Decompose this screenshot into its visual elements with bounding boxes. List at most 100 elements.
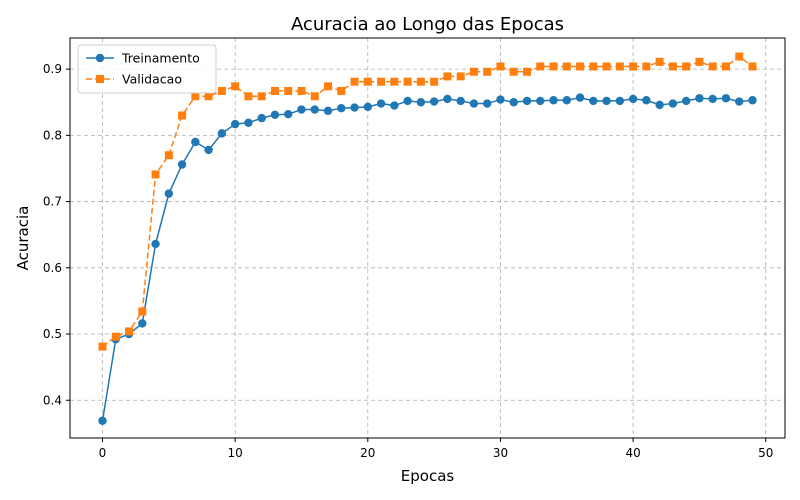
data-point: [270, 110, 280, 120]
data-point: [244, 118, 253, 127]
data-point: [138, 319, 147, 328]
data-point: [469, 67, 478, 76]
data-point: [589, 96, 598, 106]
y-tick-label: 0.7: [43, 195, 62, 209]
x-tick-label: 30: [493, 446, 508, 460]
series-validacao: [98, 52, 757, 351]
data-point: [390, 101, 399, 110]
data-point: [377, 77, 386, 86]
data-point: [337, 103, 346, 113]
data-point: [217, 129, 227, 138]
data-point: [536, 62, 545, 71]
data-point: [270, 86, 279, 95]
data-point: [509, 67, 518, 76]
data-point: [111, 332, 120, 341]
data-point: [748, 62, 757, 71]
data-point: [681, 96, 691, 106]
data-point: [244, 92, 253, 101]
data-point: [735, 97, 744, 106]
y-axis-ticks: 0.4 0.5 0.6 0.7 0.8 0.9: [43, 62, 70, 407]
data-point: [350, 77, 359, 86]
data-point: [231, 82, 240, 91]
data-point: [443, 94, 452, 104]
data-point: [748, 96, 757, 105]
plot-frame: [69, 37, 786, 439]
data-point: [125, 327, 134, 336]
data-point: [469, 99, 479, 108]
x-tick-label: 10: [228, 446, 243, 460]
data-point: [735, 52, 744, 61]
data-point: [164, 189, 174, 198]
x-axis-ticks: 0 10 20 30 40 50: [99, 438, 773, 460]
data-point: [615, 96, 625, 106]
data-point: [655, 100, 664, 110]
data-point: [310, 105, 319, 114]
data-point: [297, 86, 306, 95]
data-point: [376, 99, 386, 108]
series-layer: [98, 52, 757, 425]
legend-label: Treinamento: [121, 51, 200, 66]
data-point: [350, 103, 359, 112]
data-point: [363, 102, 373, 112]
y-axis-label: Acuracia: [14, 206, 32, 271]
legend-item: Treinamento: [86, 51, 200, 66]
data-point: [204, 145, 213, 155]
data-point: [576, 62, 585, 71]
data-point: [323, 106, 333, 116]
data-point: [390, 77, 399, 86]
data-point: [615, 62, 624, 71]
data-point: [138, 307, 147, 316]
data-point: [562, 62, 571, 71]
data-point: [549, 62, 558, 71]
data-point: [403, 96, 412, 106]
y-tick-label: 0.6: [43, 261, 62, 275]
data-point: [310, 92, 319, 101]
data-point: [230, 119, 240, 129]
data-point: [151, 239, 160, 249]
y-tick-label: 0.8: [43, 128, 62, 142]
data-point: [178, 111, 187, 120]
data-point: [98, 416, 107, 425]
data-point: [602, 96, 611, 106]
data-point: [708, 62, 717, 71]
data-point: [629, 62, 638, 71]
legend-box: [77, 44, 217, 94]
data-point: [363, 77, 372, 86]
data-point: [284, 86, 293, 95]
data-point: [695, 94, 704, 103]
data-point: [151, 170, 160, 179]
data-point: [403, 77, 412, 86]
data-point: [217, 86, 226, 95]
data-point: [429, 97, 439, 106]
data-point: [284, 109, 293, 119]
data-point: [509, 98, 518, 107]
y-tick-label: 0.5: [43, 327, 62, 341]
data-point: [602, 62, 611, 71]
data-point: [482, 99, 492, 108]
data-point: [522, 67, 531, 76]
data-point: [668, 99, 678, 108]
data-point: [191, 92, 200, 101]
data-point: [682, 62, 691, 71]
data-point: [562, 96, 571, 105]
data-point: [204, 92, 213, 101]
data-point: [191, 137, 200, 147]
data-point: [416, 98, 426, 107]
data-point: [257, 92, 266, 101]
series-treinamento: [98, 93, 757, 425]
x-tick-label: 50: [758, 446, 773, 460]
x-tick-label: 40: [625, 446, 640, 460]
data-point: [456, 72, 465, 81]
data-point: [164, 151, 173, 160]
data-point: [536, 96, 545, 106]
data-point: [668, 62, 677, 71]
chart-title: Acuracia ao Longo das Epocas: [291, 14, 564, 35]
x-tick-label: 0: [99, 446, 107, 460]
data-point: [496, 62, 505, 71]
x-tick-label: 20: [360, 446, 375, 460]
data-point: [257, 113, 266, 123]
data-point: [98, 342, 107, 351]
y-tick-label: 0.9: [43, 62, 62, 76]
legend-marker: [95, 53, 105, 63]
legend-marker: [96, 75, 104, 83]
